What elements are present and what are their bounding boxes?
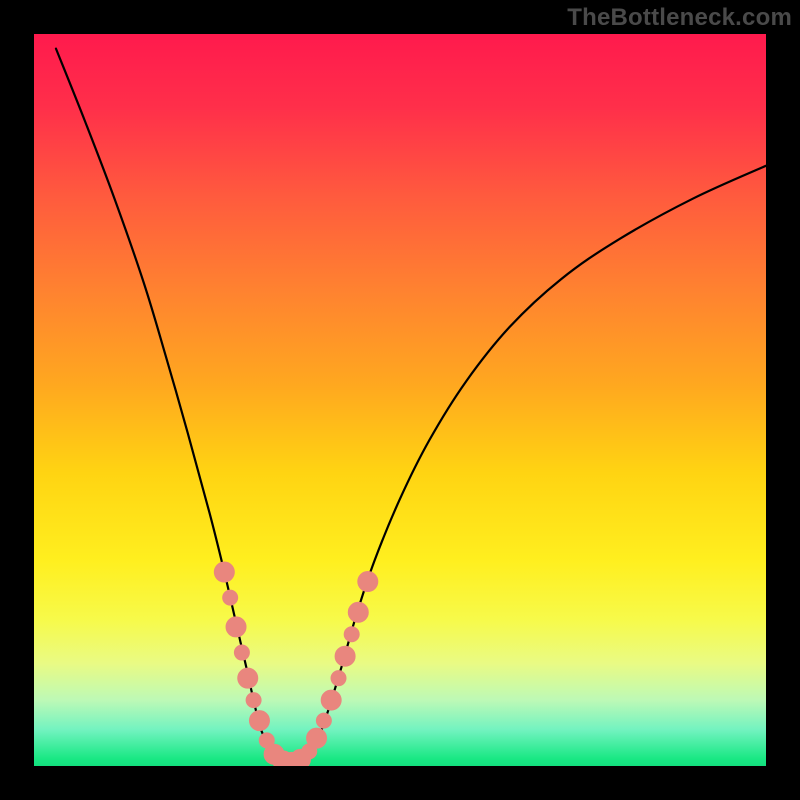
chart-stage: TheBottleneck.com <box>0 0 800 800</box>
chart-svg <box>0 0 800 800</box>
marker-dot <box>348 602 368 622</box>
marker-dot <box>246 693 261 708</box>
watermark-text: TheBottleneck.com <box>567 4 792 32</box>
marker-dot <box>335 646 355 666</box>
marker-dot <box>234 645 249 660</box>
marker-dot <box>223 590 238 605</box>
marker-dot <box>238 668 258 688</box>
marker-dot <box>316 713 331 728</box>
marker-dot <box>249 711 269 731</box>
marker-dot <box>226 617 246 637</box>
marker-dot <box>358 572 378 592</box>
marker-dot <box>321 690 341 710</box>
marker-dot <box>214 562 234 582</box>
marker-dot <box>344 627 359 642</box>
marker-dot <box>307 728 327 748</box>
marker-dot <box>331 671 346 686</box>
plot-background <box>34 34 766 766</box>
